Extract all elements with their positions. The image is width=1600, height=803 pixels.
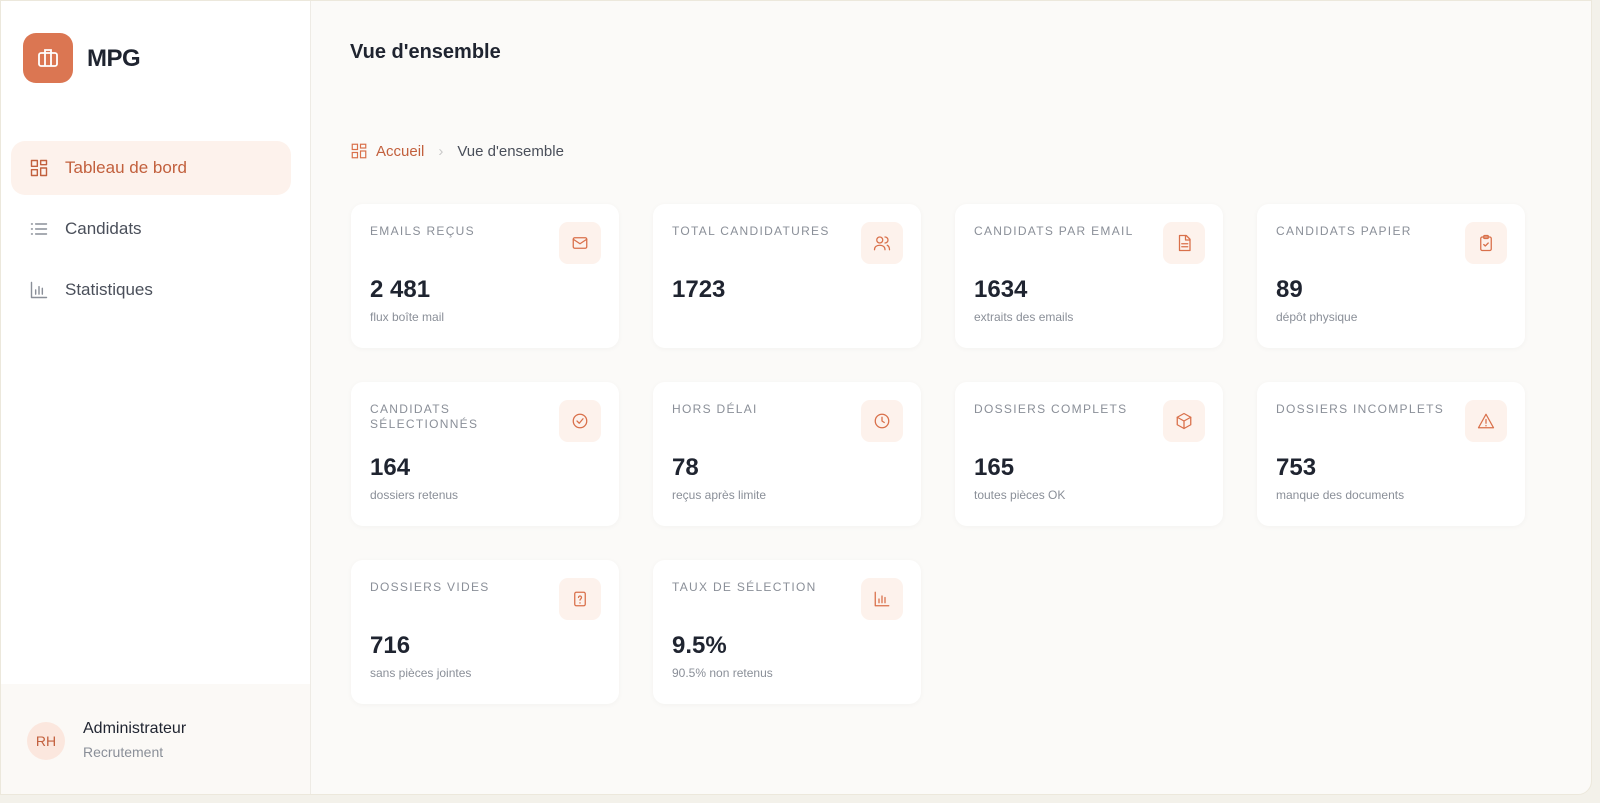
breadcrumb-icon: [351, 143, 367, 159]
card-label: DOSSIERS INCOMPLETS: [1276, 402, 1445, 416]
card-label: EMAILS REÇUS: [370, 224, 475, 238]
stat-card: CANDIDATS SÉLECTIONNÉS 164 dossiers retenu…: [351, 382, 619, 526]
icon: [1480, 234, 1492, 252]
card-label: CANDIDATS PAPIER: [1276, 224, 1412, 238]
card-icon: [1163, 400, 1205, 442]
logo-icon: [38, 49, 58, 67]
stat-card: TAUX DE SÉLECTION 9.5% 90.5% non retenus: [653, 560, 921, 704]
icon: [874, 591, 890, 607]
card-caption: dossiers retenus: [370, 488, 459, 502]
stat-card: CANDIDATS PAPIER 89 dépôt physique: [1257, 204, 1525, 348]
icon: [1477, 413, 1495, 429]
breadcrumb-current: Vue d'ensemble: [457, 142, 564, 160]
card-icon: [559, 222, 601, 264]
icon: [574, 591, 586, 607]
card-value: 716: [370, 632, 411, 659]
nav-item[interactable]: Candidats: [11, 202, 291, 256]
stat-card: DOSSIERS INCOMPLETS 753 manque des documen…: [1257, 382, 1525, 526]
nav-item[interactable]: Tableau de bord: [11, 141, 291, 195]
card-value: 78: [672, 454, 699, 481]
card-label: TOTAL CANDIDATURES: [672, 224, 830, 238]
sidebar: MPG Tableau de bord Candidats Statistiques…: [1, 1, 311, 794]
page-title: Vue d'ensemble: [350, 41, 501, 63]
stat-card: TOTAL CANDIDATURES 1723: [653, 204, 921, 348]
icon: [30, 159, 48, 177]
card-caption: reçus après limite: [672, 488, 767, 502]
avatar[interactable]: RH: [27, 722, 65, 760]
icon: [1176, 412, 1192, 430]
icon: [572, 237, 588, 249]
stat-card: DOSSIERS VIDES 716 sans pièces jointes: [351, 560, 619, 704]
card-caption: 90.5% non retenus: [672, 666, 773, 680]
card-value: 2 481: [370, 276, 431, 303]
card-icon: [861, 578, 903, 620]
card-caption: extraits des emails: [974, 310, 1074, 324]
card-label: HORS DÉLAI: [672, 402, 758, 416]
stat-card: HORS DÉLAI 78 reçus après limite: [653, 382, 921, 526]
breadcrumb-link[interactable]: Accueil: [376, 142, 425, 160]
card-icon: [861, 222, 903, 264]
stat-card: DOSSIERS COMPLETS 165 toutes pièces OK: [955, 382, 1223, 526]
card-caption: flux boîte mail: [370, 310, 445, 324]
brand[interactable]: MPG: [87, 45, 141, 72]
card-caption: manque des documents: [1276, 488, 1405, 502]
card-value: 1634: [974, 276, 1028, 303]
breadcrumb: Accueil › Vue d'ensemble: [350, 142, 564, 160]
icon: [873, 236, 891, 251]
card-icon: [1465, 222, 1507, 264]
card-caption: dépôt physique: [1276, 310, 1358, 324]
card-value: 753: [1276, 454, 1317, 481]
card-label: TAUX DE SÉLECTION: [672, 580, 817, 594]
card-icon: [1163, 222, 1205, 264]
icon: [30, 281, 48, 299]
icon: [1178, 234, 1191, 252]
card-label: DOSSIERS VIDES: [370, 580, 490, 594]
card-value: 164: [370, 454, 411, 481]
icon: [874, 413, 890, 429]
card-label: DOSSIERS COMPLETS: [974, 402, 1128, 416]
card-caption: sans pièces jointes: [370, 666, 472, 680]
card-icon: [1465, 400, 1507, 442]
breadcrumb-separator: ›: [438, 142, 444, 160]
logo[interactable]: [23, 33, 73, 83]
card-value: 89: [1276, 276, 1303, 303]
nav-label: Tableau de bord: [65, 158, 187, 177]
card-value: 1723: [672, 276, 726, 303]
user-panel: RH Administrateur Recrutement: [1, 684, 310, 794]
card-grid: EMAILS REÇUS 2 481 flux boîte mail TOTAL CA…: [351, 204, 1525, 704]
card-icon: [861, 400, 903, 442]
card-label: CANDIDATS SÉLECTIONNÉS: [370, 402, 479, 431]
icon: [572, 413, 588, 429]
icon: [30, 223, 48, 235]
card-caption: toutes pièces OK: [974, 488, 1066, 502]
nav-item[interactable]: Statistiques: [11, 263, 291, 317]
user-role: Recrutement: [83, 744, 164, 760]
card-value: 165: [974, 454, 1015, 481]
stat-card: CANDIDATS PAR EMAIL 1634 extraits des emai…: [955, 204, 1223, 348]
card-icon: [559, 400, 601, 442]
stat-card: EMAILS REÇUS 2 481 flux boîte mail: [351, 204, 619, 348]
card-value: 9.5%: [672, 632, 727, 659]
user-name: Administrateur: [83, 720, 187, 737]
card-icon: [559, 578, 601, 620]
nav-label: Candidats: [65, 219, 142, 238]
nav-label: Statistiques: [65, 280, 153, 299]
card-label: CANDIDATS PAR EMAIL: [974, 224, 1134, 238]
